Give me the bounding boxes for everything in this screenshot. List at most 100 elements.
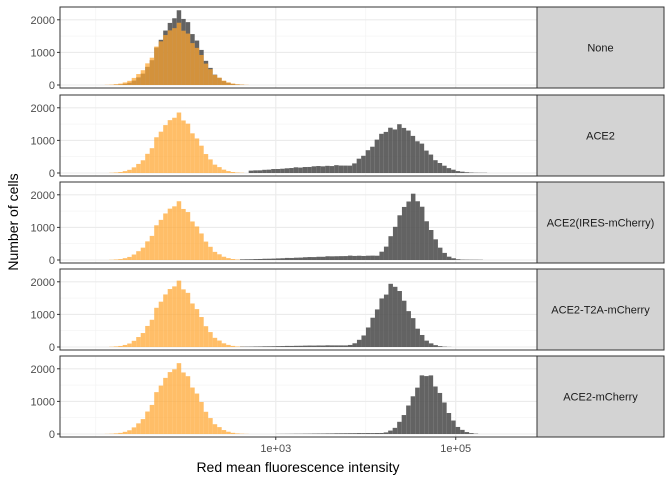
- histogram-bar: [464, 432, 470, 434]
- histogram-bar: [370, 317, 375, 347]
- facet-strip-label: ACE2-T2A-mCherry: [551, 305, 650, 317]
- facet-strip: [536, 6, 665, 89]
- histogram-bar: [203, 326, 209, 347]
- histogram-bar: [280, 346, 285, 347]
- histogram-bar: [365, 150, 371, 173]
- histogram-bar: [271, 169, 276, 173]
- histogram-bar: [140, 247, 146, 260]
- histogram-bar: [199, 145, 204, 173]
- histogram-bar: [383, 131, 389, 173]
- histogram-bar: [127, 430, 132, 434]
- histogram-bar: [284, 257, 290, 260]
- histogram-bar: [158, 131, 164, 173]
- histogram-bar: [401, 300, 407, 347]
- histogram-bar: [118, 172, 123, 173]
- histogram-bar: [266, 258, 272, 260]
- histogram-bar: [442, 165, 447, 173]
- histogram-bar: [406, 201, 411, 260]
- y-tick-label: 2000: [31, 364, 55, 376]
- histogram-bar: [424, 150, 429, 173]
- histogram-bar: [365, 255, 371, 260]
- histogram-bar: [415, 201, 420, 260]
- histogram-bar: [136, 163, 141, 173]
- histogram-bar: [226, 82, 231, 85]
- y-tick-label: 1000: [31, 222, 55, 234]
- histogram-bar: [361, 433, 366, 434]
- histogram-bar: [424, 221, 429, 260]
- histogram-bar: [428, 154, 434, 173]
- histogram-bar: [392, 286, 398, 347]
- histogram-series: [275, 375, 479, 434]
- facet-panels: 0 1000 2000 None 0 1000 2000 ACE2 0 1000 2000 ACE2(…: [31, 6, 665, 441]
- histogram-bar: [428, 343, 434, 347]
- facet-panel: 0 1000 2000 ACE2-T2A-mCherry: [31, 268, 665, 354]
- histogram-bar: [122, 431, 128, 434]
- facet-strip: [536, 268, 665, 351]
- histogram-bar: [167, 372, 173, 434]
- histogram-bar: [118, 345, 123, 347]
- histogram-bar: [293, 167, 299, 173]
- histogram-bar: [415, 387, 420, 434]
- histogram-bar: [145, 63, 150, 85]
- facet-strip-label: ACE2-mCherry: [563, 392, 638, 404]
- histogram-bar: [262, 169, 267, 173]
- panel-background: [60, 95, 537, 176]
- histogram-bar: [428, 375, 434, 434]
- histogram-bar: [271, 258, 276, 260]
- histogram-bar: [239, 259, 245, 260]
- histogram-bar: [343, 256, 348, 260]
- histogram-bar: [433, 345, 438, 347]
- histogram-bar: [424, 340, 429, 347]
- histogram-bar: [145, 153, 150, 173]
- facet-panel: 0 1000 2000 ACE2: [31, 94, 665, 180]
- histogram-bar: [302, 257, 308, 260]
- histogram-bar: [194, 47, 200, 85]
- histogram-bar: [293, 257, 299, 260]
- histogram-bar: [316, 166, 321, 173]
- histogram-bar: [347, 344, 353, 347]
- histogram-bar: [176, 112, 182, 173]
- histogram-bar: [320, 166, 326, 173]
- histogram-bar: [329, 433, 335, 434]
- histogram-bar: [203, 241, 209, 260]
- histogram-bar: [181, 208, 186, 260]
- histogram-bar: [167, 120, 173, 173]
- y-tick-label: 1000: [31, 47, 55, 59]
- histogram-bar: [455, 259, 461, 260]
- histogram-bar: [275, 346, 281, 347]
- histogram-bar: [298, 167, 303, 173]
- histogram-bar: [235, 172, 240, 173]
- histogram-bar: [230, 171, 236, 173]
- histogram-bar: [248, 259, 254, 260]
- histogram-bar: [410, 396, 416, 434]
- histogram-bar: [356, 255, 362, 260]
- histogram-bar: [302, 345, 308, 347]
- histogram-bar: [185, 376, 191, 434]
- histogram-bar: [217, 167, 222, 173]
- histogram-bar: [163, 213, 168, 260]
- histogram-bar: [185, 212, 191, 260]
- histogram-bar: [154, 137, 159, 173]
- y-tick-label: 1000: [31, 135, 55, 147]
- histogram-bar: [419, 206, 425, 260]
- histogram-bar: [190, 133, 195, 173]
- histogram-bar: [460, 171, 465, 173]
- histogram-bar: [113, 84, 119, 85]
- y-axis-title: Number of cells: [5, 173, 21, 270]
- histogram-bar: [365, 433, 371, 434]
- histogram-bar: [149, 148, 155, 173]
- histogram-bar: [262, 346, 267, 347]
- histogram-bar: [248, 170, 254, 173]
- histogram-bar: [329, 166, 335, 173]
- panel-background: [60, 356, 537, 437]
- histogram-bar: [212, 337, 218, 347]
- histogram-bar: [397, 124, 402, 173]
- histogram-bar: [356, 158, 362, 173]
- histogram-bar: [190, 387, 195, 434]
- histogram-bar: [253, 346, 258, 347]
- histogram-bar: [208, 159, 213, 173]
- histogram-bar: [379, 432, 384, 434]
- histogram-series: [109, 201, 245, 260]
- histogram-bar: [437, 163, 443, 173]
- histogram-bar: [122, 82, 128, 85]
